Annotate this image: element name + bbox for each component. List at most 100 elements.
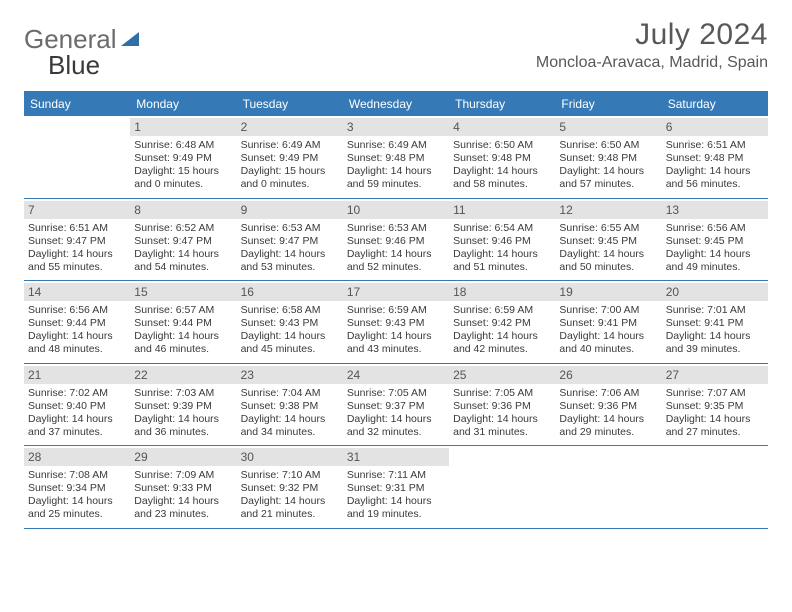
day-number: 12	[555, 201, 661, 219]
info-line: and 57 minutes.	[559, 178, 657, 191]
day-info: Sunrise: 7:04 AMSunset: 9:38 PMDaylight:…	[241, 387, 339, 440]
info-line: Sunrise: 7:08 AM	[28, 469, 126, 482]
info-line: and 43 minutes.	[347, 343, 445, 356]
info-line: and 29 minutes.	[559, 426, 657, 439]
day-number: 15	[130, 283, 236, 301]
day-cell: 28Sunrise: 7:08 AMSunset: 9:34 PMDayligh…	[24, 446, 130, 528]
day-number: 17	[343, 283, 449, 301]
day-number: 22	[130, 366, 236, 384]
info-line: Sunrise: 7:07 AM	[666, 387, 764, 400]
info-line: Daylight: 14 hours	[559, 165, 657, 178]
day-number: 25	[449, 366, 555, 384]
info-line: Sunset: 9:47 PM	[28, 235, 126, 248]
day-cell: 20Sunrise: 7:01 AMSunset: 9:41 PMDayligh…	[662, 281, 768, 363]
info-line: Sunrise: 6:50 AM	[453, 139, 551, 152]
info-line: Sunrise: 6:57 AM	[134, 304, 232, 317]
day-number: 3	[343, 118, 449, 136]
dow-tue: Tuesday	[237, 93, 343, 116]
info-line: Sunrise: 7:03 AM	[134, 387, 232, 400]
info-line: Sunset: 9:45 PM	[559, 235, 657, 248]
info-line: Sunrise: 6:49 AM	[241, 139, 339, 152]
info-line: Daylight: 14 hours	[453, 248, 551, 261]
info-line: Sunrise: 7:05 AM	[453, 387, 551, 400]
day-cell: 13Sunrise: 6:56 AMSunset: 9:45 PMDayligh…	[662, 199, 768, 281]
day-cell: 18Sunrise: 6:59 AMSunset: 9:42 PMDayligh…	[449, 281, 555, 363]
info-line: Daylight: 14 hours	[666, 330, 764, 343]
info-line: Sunrise: 6:59 AM	[453, 304, 551, 317]
day-number: 5	[555, 118, 661, 136]
day-info: Sunrise: 7:07 AMSunset: 9:35 PMDaylight:…	[666, 387, 764, 440]
day-info: Sunrise: 6:53 AMSunset: 9:47 PMDaylight:…	[241, 222, 339, 275]
info-line: and 36 minutes.	[134, 426, 232, 439]
info-line: Sunrise: 7:11 AM	[347, 469, 445, 482]
info-line: Sunset: 9:48 PM	[666, 152, 764, 165]
day-cell: 29Sunrise: 7:09 AMSunset: 9:33 PMDayligh…	[130, 446, 236, 528]
day-number: 4	[449, 118, 555, 136]
info-line: Sunset: 9:41 PM	[666, 317, 764, 330]
day-cell: 5 Sunrise: 6:50 AMSunset: 9:48 PMDaylight…	[555, 116, 661, 198]
info-line: and 42 minutes.	[453, 343, 551, 356]
day-cell: 24Sunrise: 7:05 AMSunset: 9:37 PMDayligh…	[343, 364, 449, 446]
day-number: 1	[130, 118, 236, 136]
day-cell: 1Sunrise: 6:48 AMSunset: 9:49 PMDaylight…	[130, 116, 236, 198]
logo-sail-icon	[121, 32, 139, 46]
info-line: and 0 minutes.	[241, 178, 339, 191]
day-number: 31	[343, 448, 449, 466]
info-line: Sunset: 9:31 PM	[347, 482, 445, 495]
info-line: Daylight: 14 hours	[559, 248, 657, 261]
info-line: Daylight: 14 hours	[347, 330, 445, 343]
calendar: Sunday Monday Tuesday Wednesday Thursday…	[24, 91, 768, 529]
week-row: 7Sunrise: 6:51 AMSunset: 9:47 PMDaylight…	[24, 199, 768, 282]
info-line: Daylight: 14 hours	[559, 330, 657, 343]
day-info: Sunrise: 6:53 AMSunset: 9:46 PMDaylight:…	[347, 222, 445, 275]
info-line: Sunset: 9:47 PM	[134, 235, 232, 248]
day-cell: 25 Sunrise: 7:05 AMSunset: 9:36 PMDayligh…	[449, 364, 555, 446]
info-line: Daylight: 14 hours	[28, 413, 126, 426]
info-line: Sunrise: 6:58 AM	[241, 304, 339, 317]
info-line: Sunrise: 7:09 AM	[134, 469, 232, 482]
weeks-container: 1Sunrise: 6:48 AMSunset: 9:49 PMDaylight…	[24, 116, 768, 529]
info-line: Daylight: 14 hours	[666, 165, 764, 178]
info-line: and 31 minutes.	[453, 426, 551, 439]
day-number: 13	[662, 201, 768, 219]
day-info: Sunrise: 6:50 AMSunset: 9:48 PMDaylight:…	[559, 139, 657, 192]
info-line: Daylight: 14 hours	[134, 413, 232, 426]
location: Moncloa-Aravaca, Madrid, Spain	[536, 54, 768, 72]
info-line: and 50 minutes.	[559, 261, 657, 274]
day-number: 28	[24, 448, 130, 466]
day-number: 27	[662, 366, 768, 384]
day-cell: 15Sunrise: 6:57 AMSunset: 9:44 PMDayligh…	[130, 281, 236, 363]
info-line: and 34 minutes.	[241, 426, 339, 439]
info-line: Sunset: 9:40 PM	[28, 400, 126, 413]
day-cell	[662, 446, 768, 528]
info-line: Sunrise: 6:56 AM	[666, 222, 764, 235]
info-line: Daylight: 14 hours	[559, 413, 657, 426]
info-line: Daylight: 14 hours	[241, 330, 339, 343]
info-line: and 21 minutes.	[241, 508, 339, 521]
day-info: Sunrise: 7:06 AMSunset: 9:36 PMDaylight:…	[559, 387, 657, 440]
info-line: Daylight: 14 hours	[347, 413, 445, 426]
day-number: 16	[237, 283, 343, 301]
info-line: Sunrise: 6:54 AM	[453, 222, 551, 235]
day-cell: 8Sunrise: 6:52 AMSunset: 9:47 PMDaylight…	[130, 199, 236, 281]
day-info: Sunrise: 7:11 AMSunset: 9:31 PMDaylight:…	[347, 469, 445, 522]
info-line: Sunset: 9:48 PM	[453, 152, 551, 165]
info-line: Daylight: 14 hours	[666, 413, 764, 426]
dow-sun: Sunday	[24, 93, 130, 116]
info-line: Daylight: 14 hours	[134, 330, 232, 343]
day-info: Sunrise: 6:54 AMSunset: 9:46 PMDaylight:…	[453, 222, 551, 275]
day-info: Sunrise: 6:51 AMSunset: 9:48 PMDaylight:…	[666, 139, 764, 192]
day-cell: 21Sunrise: 7:02 AMSunset: 9:40 PMDayligh…	[24, 364, 130, 446]
day-info: Sunrise: 7:05 AMSunset: 9:36 PMDaylight:…	[453, 387, 551, 440]
day-cell: 30Sunrise: 7:10 AMSunset: 9:32 PMDayligh…	[237, 446, 343, 528]
info-line: Sunrise: 7:10 AM	[241, 469, 339, 482]
day-info: Sunrise: 7:00 AMSunset: 9:41 PMDaylight:…	[559, 304, 657, 357]
info-line: and 55 minutes.	[28, 261, 126, 274]
day-number: 2	[237, 118, 343, 136]
info-line: Sunset: 9:44 PM	[28, 317, 126, 330]
day-cell	[24, 116, 130, 198]
day-cell: 6Sunrise: 6:51 AMSunset: 9:48 PMDaylight…	[662, 116, 768, 198]
info-line: Daylight: 14 hours	[134, 495, 232, 508]
info-line: Sunset: 9:46 PM	[347, 235, 445, 248]
info-line: and 0 minutes.	[134, 178, 232, 191]
